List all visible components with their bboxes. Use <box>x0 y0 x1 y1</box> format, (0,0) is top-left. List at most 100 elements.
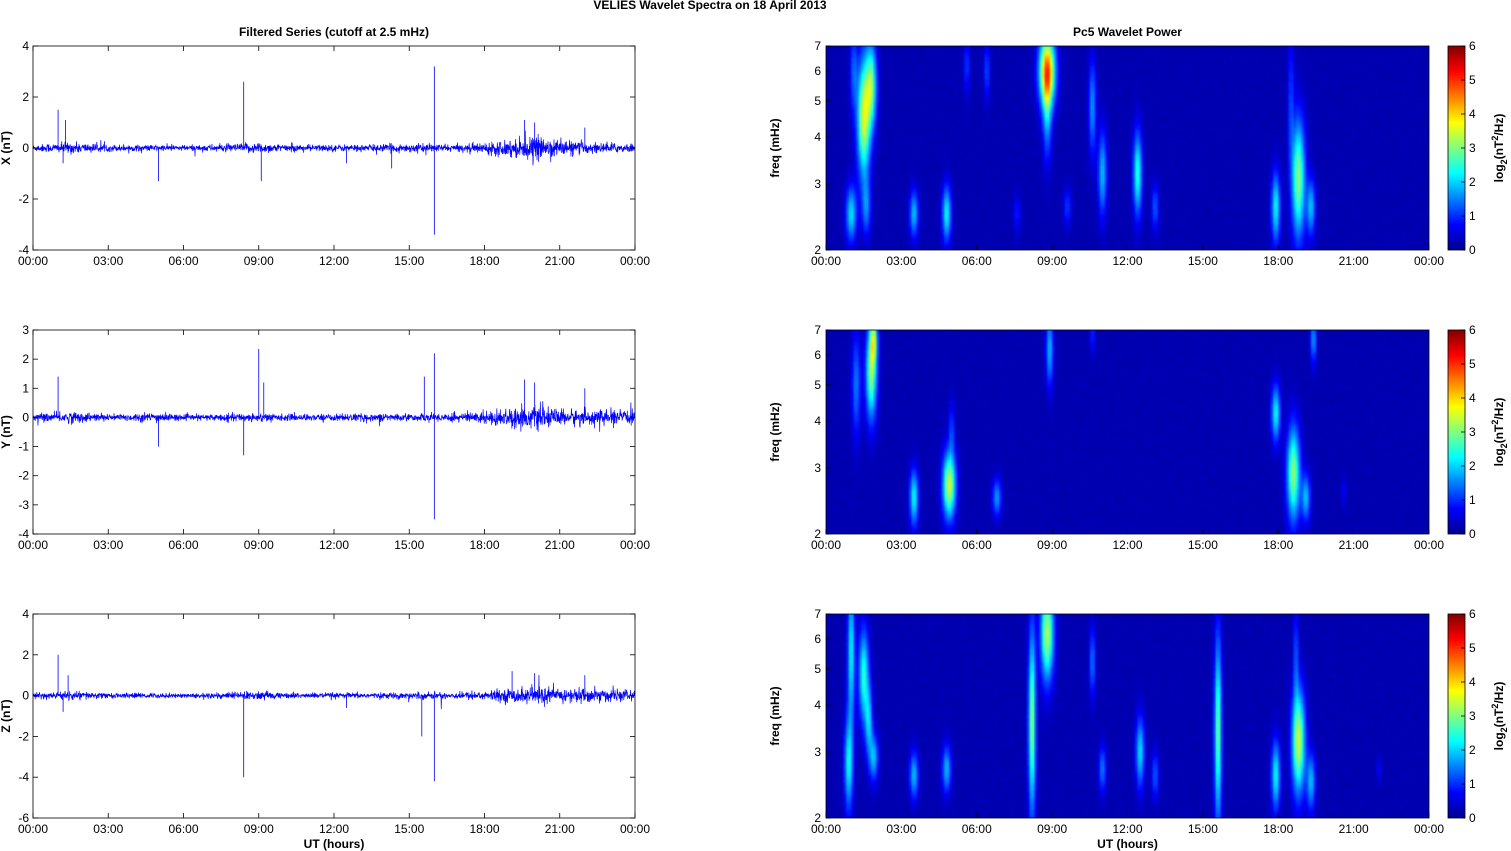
y-tick-label: 5 <box>814 94 821 108</box>
y-tick-label: 2 <box>22 90 29 104</box>
colorbar-tick-label: 3 <box>1469 709 1476 723</box>
colorbar-tick-label: 5 <box>1469 357 1476 371</box>
heatmap-image <box>826 46 1429 250</box>
x-tick-label: 15:00 <box>1188 822 1218 836</box>
y-axis-label: freq (mHz) <box>768 118 782 177</box>
x-tick-label: 21:00 <box>1339 822 1369 836</box>
figure-title: VELIES Wavelet Spectra on 18 April 2013 <box>593 0 827 12</box>
wavelet-panel-y: 2 3 4 5 6 7 00:00 03:00 06:00 09:00 12:00 15:00 18:0… <box>768 323 1509 552</box>
x-tick-label: 12:00 <box>1112 822 1142 836</box>
y-tick-label: 3 <box>814 177 821 191</box>
x-tick-label: 00:00 <box>18 538 48 552</box>
y-axis-label: freq (mHz) <box>768 686 782 745</box>
y-tick-label: -4 <box>18 243 29 257</box>
y-tick-label: 2 <box>814 527 821 541</box>
y-axis-label: Y (nT) <box>0 415 13 449</box>
heatmap-image <box>826 614 1429 818</box>
x-tick-label: 21:00 <box>545 822 575 836</box>
x-tick-label: 06:00 <box>962 822 992 836</box>
wavelet-panel-z: 2 3 4 5 6 7 00:00 03:00 06:00 09:00 12:00 15:00 18:0… <box>768 607 1509 851</box>
y-tick-label: 0 <box>22 689 29 703</box>
y-tick-label: -2 <box>18 469 29 483</box>
x-axis-label: UT (hours) <box>1097 837 1158 851</box>
x-tick-label: 00:00 <box>620 254 650 268</box>
x-tick-label: 09:00 <box>1037 254 1067 268</box>
colorbar-tick-label: 6 <box>1469 607 1476 621</box>
x-tick-label: 12:00 <box>319 822 349 836</box>
x-tick-label: 12:00 <box>1112 254 1142 268</box>
y-tick-label: 7 <box>814 323 821 337</box>
colorbar-tick-label: 5 <box>1469 73 1476 87</box>
colorbar-tick-label: 1 <box>1469 777 1476 791</box>
panel-title: Filtered Series (cutoff at 2.5 mHz) <box>239 25 429 39</box>
y-tick-label: 3 <box>814 461 821 475</box>
x-tick-label: 00:00 <box>1414 254 1444 268</box>
x-tick-label: 03:00 <box>886 538 916 552</box>
x-tick-label: 03:00 <box>886 254 916 268</box>
y-axis-label: X (nT) <box>0 131 13 165</box>
y-tick-label: 6 <box>814 348 821 362</box>
x-tick-label: 15:00 <box>1188 254 1218 268</box>
y-tick-label: -4 <box>18 770 29 784</box>
y-tick-label: -4 <box>18 527 29 541</box>
colorbar-tick-label: 3 <box>1469 425 1476 439</box>
x-tick-label: 21:00 <box>1339 254 1369 268</box>
colorbar-tick-label: 0 <box>1469 811 1476 825</box>
y-tick-label: 2 <box>814 811 821 825</box>
x-tick-label: 09:00 <box>1037 538 1067 552</box>
x-tick-label: 15:00 <box>394 822 424 836</box>
x-tick-label: 00:00 <box>811 822 841 836</box>
x-tick-label: 21:00 <box>1339 538 1369 552</box>
x-tick-label: 03:00 <box>93 538 123 552</box>
y-tick-label: -3 <box>18 498 29 512</box>
colorbar-label: log2(nT2/Hz) <box>1490 398 1509 467</box>
x-tick-label: 18:00 <box>469 254 499 268</box>
x-tick-label: 03:00 <box>93 254 123 268</box>
y-tick-label: 2 <box>22 648 29 662</box>
panel-title: Pc5 Wavelet Power <box>1073 25 1182 39</box>
y-tick-label: 3 <box>22 323 29 337</box>
y-tick-label: 1 <box>22 381 29 395</box>
y-tick-label: 5 <box>814 662 821 676</box>
heatmap-image <box>826 330 1429 534</box>
colorbar-tick-label: 6 <box>1469 323 1476 337</box>
colorbar-tick-label: 5 <box>1469 641 1476 655</box>
x-tick-label: 12:00 <box>319 254 349 268</box>
x-tick-label: 15:00 <box>394 254 424 268</box>
y-tick-label: 0 <box>22 410 29 424</box>
x-tick-label: 21:00 <box>545 254 575 268</box>
colorbar-tick-label: 2 <box>1469 743 1476 757</box>
y-tick-label: -2 <box>18 729 29 743</box>
plot-area <box>33 330 635 534</box>
x-tick-label: 18:00 <box>469 822 499 836</box>
y-tick-label: 4 <box>22 39 29 53</box>
series-panel-x: -4 -2 0 2 4 00:00 03:00 06:00 09:00 12:00 15:00 18:… <box>0 25 650 268</box>
plot-area <box>33 614 635 818</box>
x-tick-label: 09:00 <box>244 822 274 836</box>
colorbar-tick-label: 0 <box>1469 243 1476 257</box>
x-tick-label: 03:00 <box>93 822 123 836</box>
x-tick-label: 15:00 <box>394 538 424 552</box>
x-tick-label: 06:00 <box>962 538 992 552</box>
x-tick-label: 00:00 <box>1414 822 1444 836</box>
y-tick-label: 7 <box>814 39 821 53</box>
colorbar-tick-label: 1 <box>1469 493 1476 507</box>
x-tick-label: 00:00 <box>620 538 650 552</box>
x-tick-label: 09:00 <box>244 538 274 552</box>
y-tick-label: -6 <box>18 811 29 825</box>
y-tick-label: 2 <box>814 243 821 257</box>
colorbar-tick-label: 6 <box>1469 39 1476 53</box>
colorbar-tick-label: 1 <box>1469 209 1476 223</box>
y-tick-label: 0 <box>22 141 29 155</box>
x-tick-label: 00:00 <box>811 254 841 268</box>
y-tick-label: 4 <box>814 414 821 428</box>
y-tick-label: 6 <box>814 64 821 78</box>
y-tick-label: 5 <box>814 378 821 392</box>
x-tick-label: 00:00 <box>18 822 48 836</box>
y-tick-label: 4 <box>22 607 29 621</box>
x-tick-label: 15:00 <box>1188 538 1218 552</box>
colorbar-tick-label: 2 <box>1469 459 1476 473</box>
x-tick-label: 18:00 <box>1263 254 1293 268</box>
series-line <box>33 401 635 432</box>
